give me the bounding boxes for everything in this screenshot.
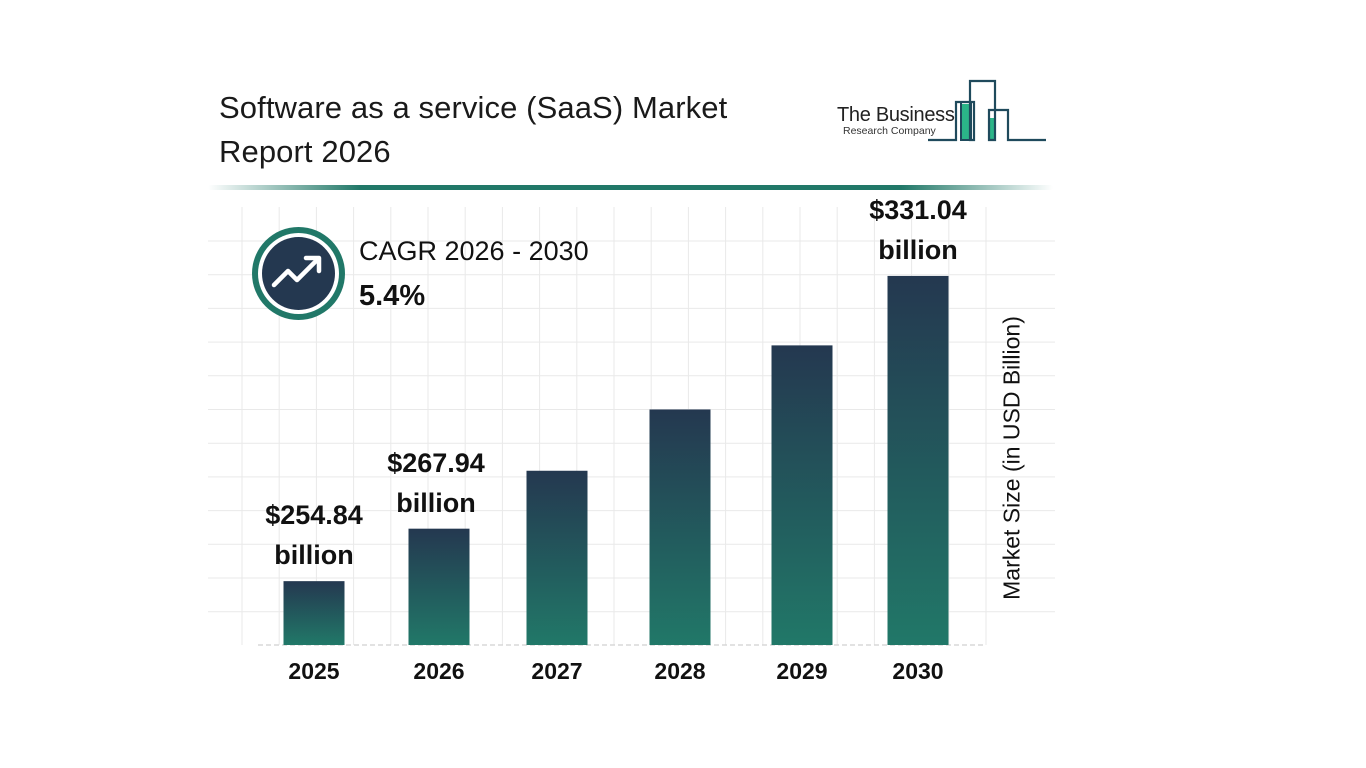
data-label-unit: billion	[396, 487, 476, 518]
x-tick-label: 2028	[654, 658, 706, 684]
bar-series	[283, 275, 949, 645]
bar-2028	[649, 409, 711, 645]
data-label-value: $254.84	[265, 500, 363, 531]
data-label-unit: billion	[878, 234, 958, 265]
bar-2030	[887, 275, 949, 645]
building-skyline-icon	[928, 79, 1046, 142]
cagr-label: CAGR 2026 - 2030	[359, 236, 589, 266]
title-line-1: Software as a service (SaaS) Market	[219, 90, 728, 125]
logo-outline	[928, 79, 1046, 142]
data-label-2030: $331.04 billion	[869, 190, 967, 270]
x-tick-label: 2029	[776, 658, 828, 684]
y-axis-label: Market Size (in USD Billion)	[998, 316, 1025, 600]
header-divider	[208, 185, 1053, 190]
page-title: Software as a service (SaaS) Market Repo…	[219, 86, 727, 174]
logo-name-line-1: The Business	[837, 104, 955, 126]
bar-2025	[283, 581, 345, 645]
x-tick-label: 2025	[288, 658, 340, 684]
x-tick-label: 2026	[413, 658, 465, 684]
data-label-value: $331.04	[869, 194, 967, 225]
logo-accent-bar-2	[989, 118, 995, 140]
data-label-2026: $267.94 billion	[387, 443, 485, 523]
logo-name-line-2: Research Company	[843, 125, 936, 137]
data-label-value: $267.94	[387, 447, 485, 478]
cagr-value: 5.4%	[359, 280, 426, 312]
cagr-badge	[252, 227, 345, 320]
logo-accent-outline-1	[960, 101, 972, 141]
x-tick-label: 2027	[531, 658, 583, 684]
x-tick-label: 2030	[892, 658, 944, 684]
bar-2029	[771, 345, 833, 645]
title-line-2: Report 2026	[219, 134, 391, 169]
bar-2026	[408, 528, 470, 645]
data-label-2025: $254.84 billion	[265, 495, 363, 575]
trending-up-icon	[271, 255, 322, 288]
logo-accent-bar-1	[961, 104, 971, 140]
data-label-unit: billion	[274, 540, 354, 571]
bar-2027	[526, 470, 588, 645]
